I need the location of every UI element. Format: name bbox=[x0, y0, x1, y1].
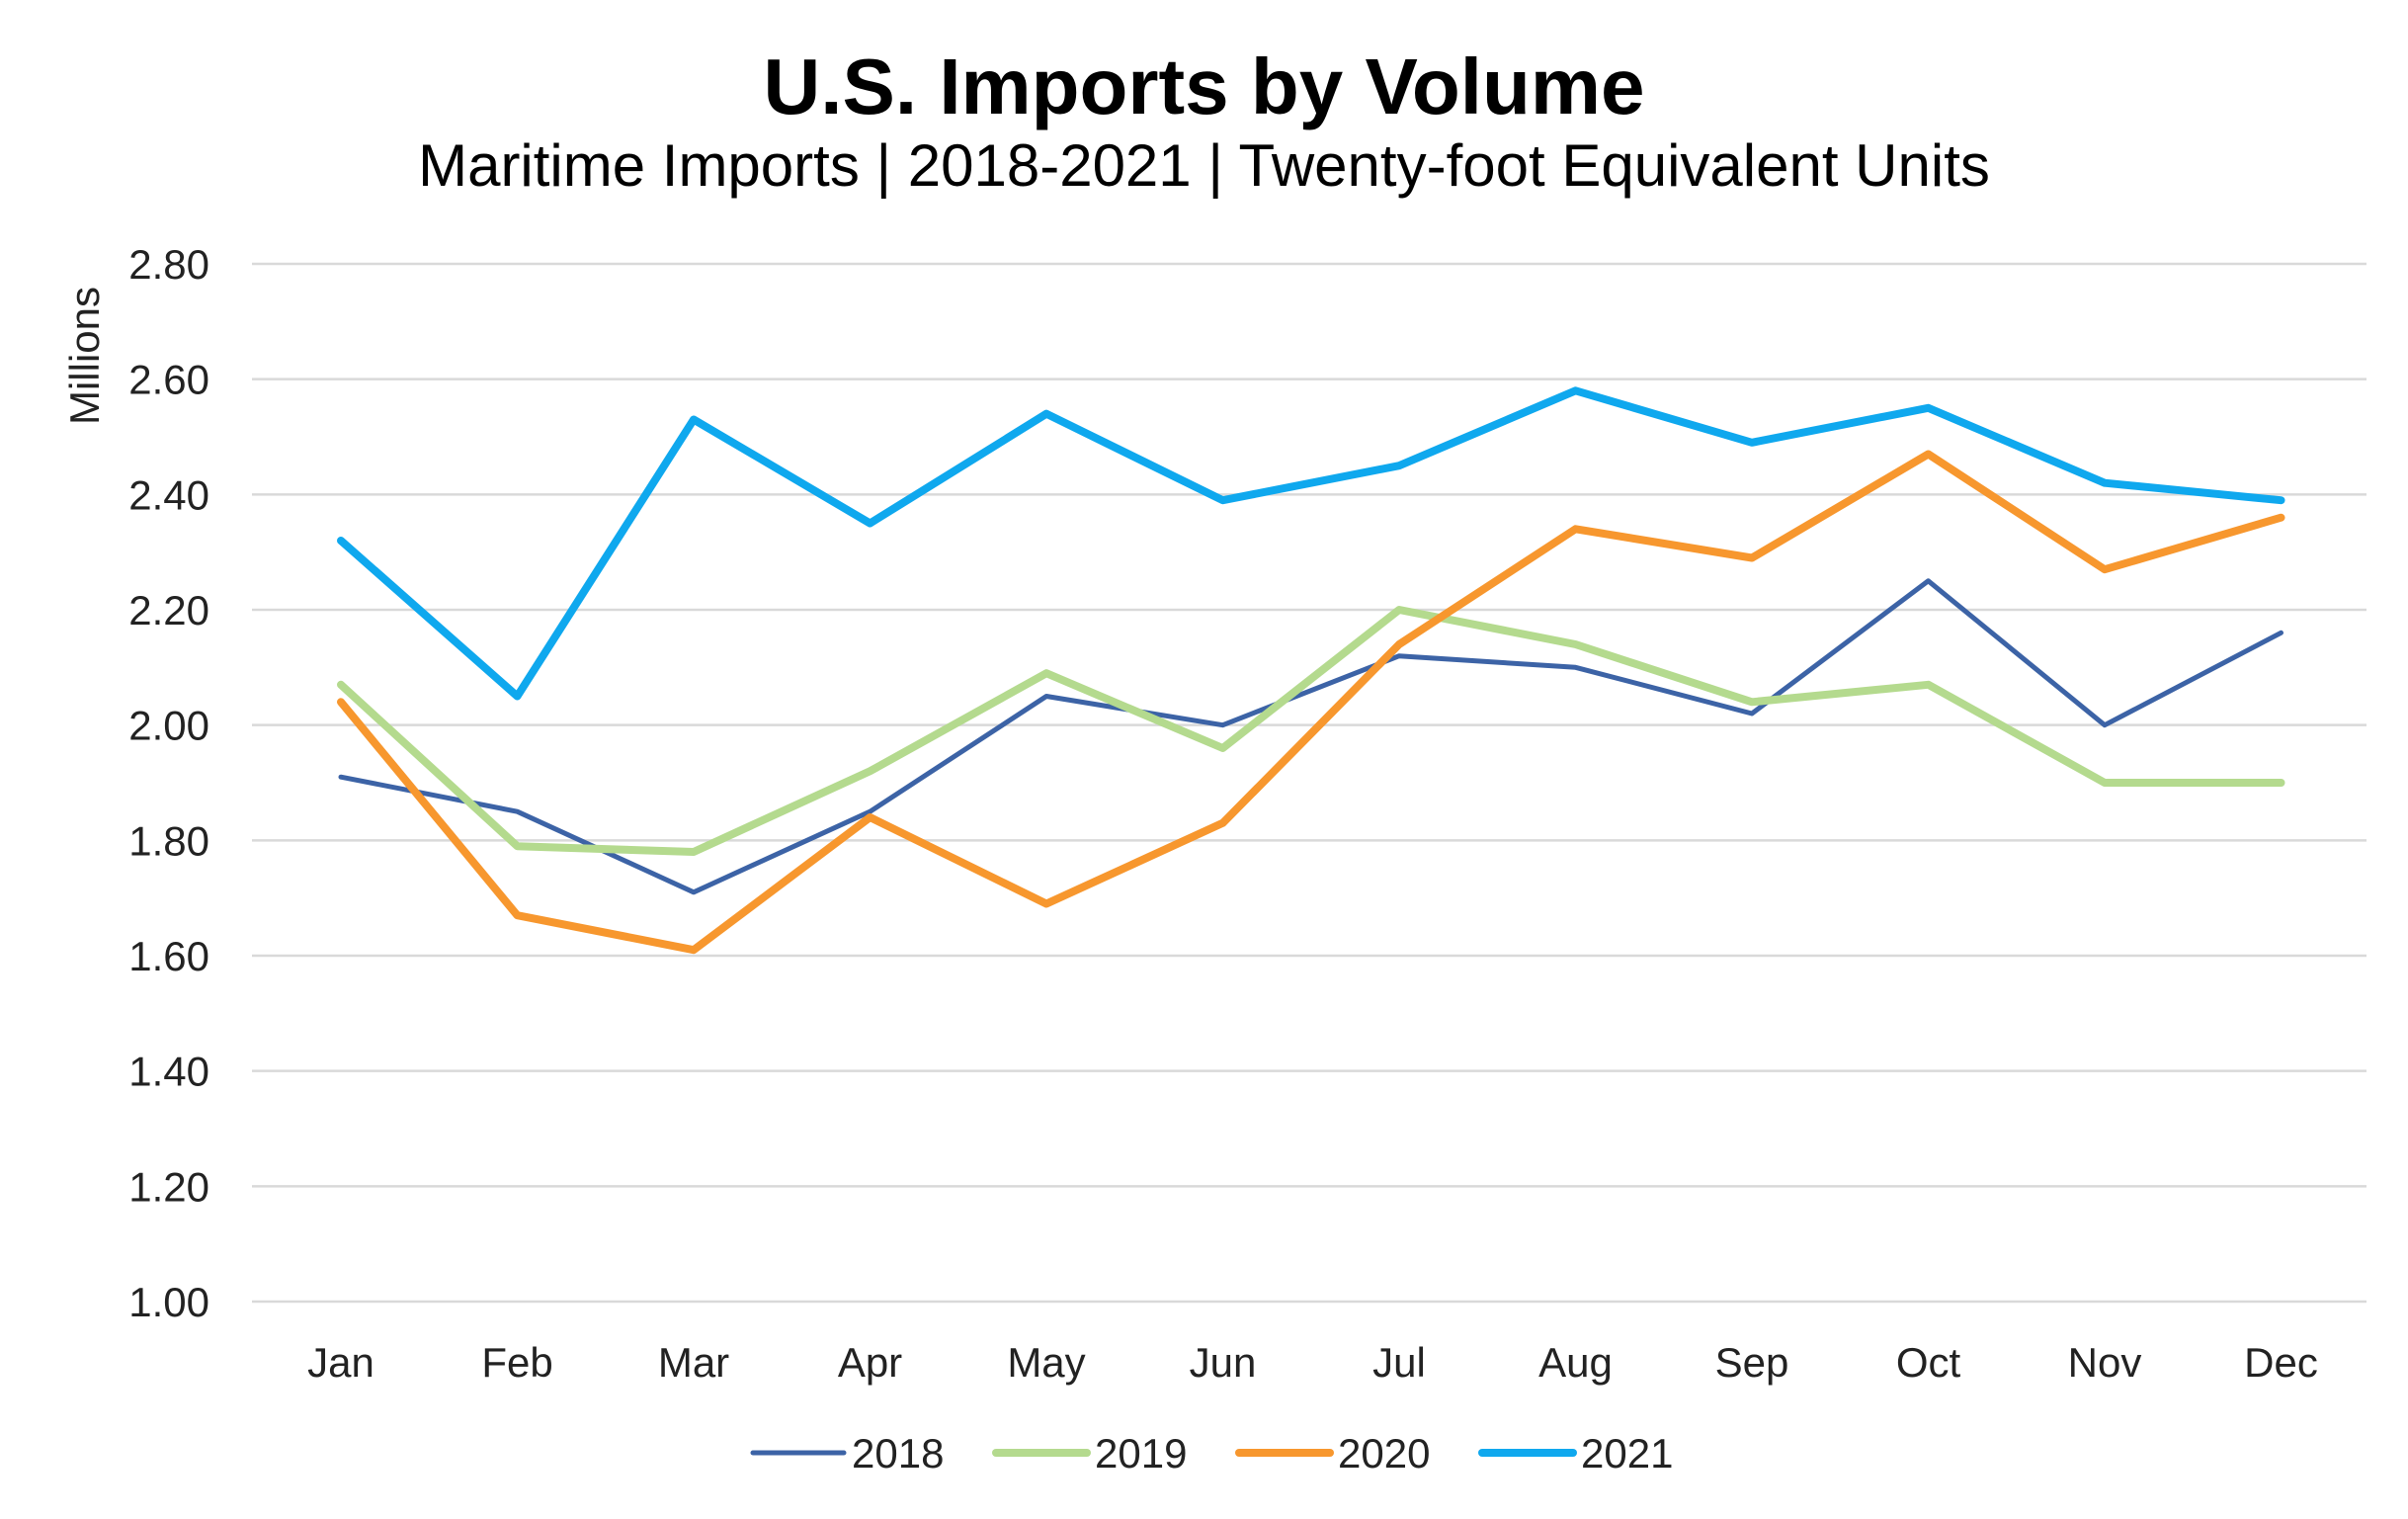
y-tick-label: 2.40 bbox=[128, 471, 209, 518]
x-tick-label: Feb bbox=[481, 1339, 552, 1386]
x-tick-label: Jan bbox=[307, 1339, 374, 1386]
x-tick-label: Jun bbox=[1190, 1339, 1257, 1386]
y-axis-ticks: 1.00 1.20 1.40 1.60 1.80 2.00 2.20 2.40 2.60 2.80 bbox=[128, 241, 209, 1325]
legend-label-2021: 2021 bbox=[1581, 1430, 1673, 1477]
y-tick-label: 2.00 bbox=[128, 703, 209, 749]
grid-lines bbox=[252, 262, 2366, 1304]
x-tick-label: Dec bbox=[2244, 1339, 2318, 1386]
series-line-2018 bbox=[338, 578, 2283, 895]
y-tick-label: 1.20 bbox=[128, 1163, 209, 1210]
chart-subtitle: Maritime Imports | 2018-2021 | Twenty-fo… bbox=[418, 132, 1990, 199]
x-tick-label: Apr bbox=[838, 1339, 902, 1386]
series-line-2019 bbox=[337, 606, 2285, 856]
legend-label-2018: 2018 bbox=[852, 1430, 944, 1477]
chart-title: U.S. Imports by Volume bbox=[763, 42, 1645, 130]
y-tick-label: 1.60 bbox=[128, 933, 209, 979]
x-tick-label: Mar bbox=[658, 1339, 729, 1386]
legend-label-2020: 2020 bbox=[1338, 1430, 1430, 1477]
y-tick-label: 1.00 bbox=[128, 1279, 209, 1325]
y-tick-label: 2.60 bbox=[128, 357, 209, 403]
x-tick-label: Nov bbox=[2068, 1339, 2142, 1386]
series-line-2021 bbox=[337, 386, 2285, 701]
series-lines bbox=[337, 386, 2285, 955]
series-line-2020 bbox=[337, 450, 2285, 955]
y-tick-label: 2.20 bbox=[128, 587, 209, 633]
y-axis-title: Millions bbox=[61, 287, 108, 425]
x-tick-label: May bbox=[1007, 1339, 1085, 1386]
x-tick-label: Aug bbox=[1538, 1339, 1613, 1386]
x-tick-label: Oct bbox=[1896, 1339, 1961, 1386]
legend-label-2019: 2019 bbox=[1095, 1430, 1187, 1477]
y-tick-label: 2.80 bbox=[128, 241, 209, 288]
x-axis-ticks: Jan Feb Mar Apr May Jun Jul Aug Sep Oct Nov Dec bbox=[307, 1339, 2318, 1386]
legend: 2018 2019 2020 2021 bbox=[750, 1430, 1673, 1477]
x-tick-label: Jul bbox=[1372, 1339, 1426, 1386]
y-tick-label: 1.40 bbox=[128, 1049, 209, 1095]
y-tick-label: 1.80 bbox=[128, 817, 209, 864]
x-tick-label: Sep bbox=[1715, 1339, 1789, 1386]
